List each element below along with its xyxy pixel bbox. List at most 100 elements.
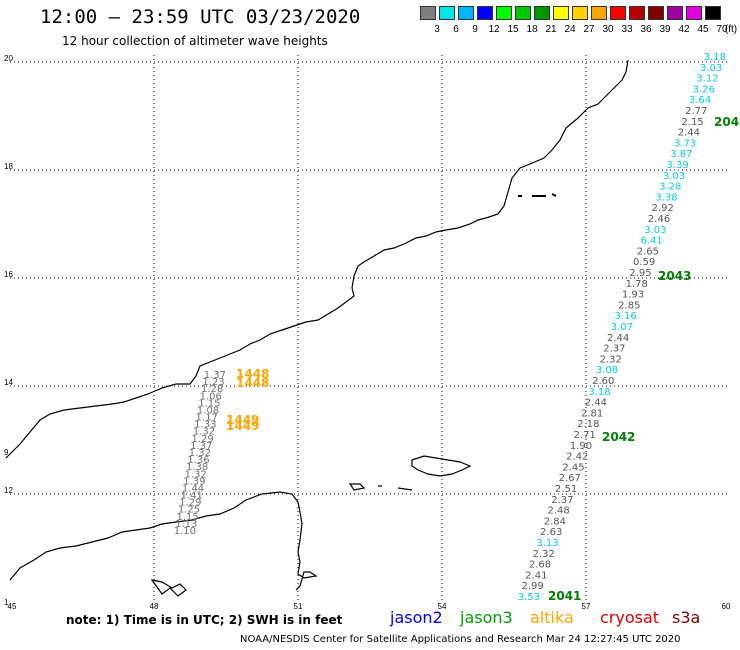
- legend-label: 30: [602, 24, 614, 35]
- swh-label-east: 3.07: [611, 322, 633, 333]
- swh-label-east: 2.32: [533, 549, 555, 560]
- legend-swatch: [534, 6, 550, 20]
- grid-lines: [10, 55, 730, 602]
- swh-label-east: 2.45: [562, 462, 584, 473]
- swh-label-east: 0.59: [633, 257, 655, 268]
- legend-unit: (ft): [724, 24, 738, 35]
- swh-label-east: 1.78: [626, 279, 648, 290]
- legend-swatch: [515, 6, 531, 20]
- legend-swatch: [667, 6, 683, 20]
- swh-label-east: 3.64: [689, 95, 711, 106]
- swh-label-east: 2.95: [629, 268, 651, 279]
- legend-label: 24: [564, 24, 576, 35]
- legend-label: 45: [697, 24, 709, 35]
- swh-label-west: 1.15: [198, 398, 220, 409]
- lon-label: 54: [437, 602, 447, 611]
- legend-label: 6: [453, 24, 459, 35]
- swh-label-east: 3.53: [518, 592, 540, 603]
- legend-label: 27: [583, 24, 595, 35]
- swh-label-west: 1.17: [196, 413, 218, 424]
- swh-label-west: 1.44: [182, 483, 204, 494]
- legend-swatch: [572, 6, 588, 20]
- legend-label: 15: [507, 24, 519, 35]
- swh-label-west: 1.23: [202, 377, 224, 388]
- swh-label-east: 2.92: [652, 203, 674, 214]
- pass-label-east: 2042: [602, 430, 635, 444]
- swh-label-east: 2.65: [637, 246, 659, 257]
- footer-credit: NOAA/NESDIS Center for Satellite Applica…: [240, 634, 681, 645]
- swh-label-east: 3.03: [700, 63, 722, 74]
- swh-label-east: 3.73: [674, 138, 696, 149]
- coastline-south: [9, 491, 318, 591]
- swh-label-west: 1.13: [175, 519, 197, 530]
- swh-label-east: 2.15: [681, 117, 703, 128]
- pass-label-west: 1448: [236, 376, 269, 390]
- swh-label-east: 1.90: [570, 441, 592, 452]
- legend-label: 70: [716, 24, 728, 35]
- legend-label: 21: [545, 24, 557, 35]
- legend-label: 18: [526, 24, 538, 35]
- legend-swatch: [458, 6, 474, 20]
- pass-label-east: 204: [714, 115, 739, 129]
- side-label-1: 1: [4, 598, 9, 607]
- swh-label-east: 3.28: [659, 182, 681, 193]
- swh-label-east: 1.93: [622, 290, 644, 301]
- swh-label-east: 2.68: [529, 560, 551, 571]
- satellite-s3a: s3a: [672, 608, 701, 627]
- swh-label-west: 1.29: [179, 498, 201, 509]
- legend-swatch: [705, 6, 721, 20]
- legend-swatch: [648, 6, 664, 20]
- swh-label-west: 1.32: [185, 469, 207, 480]
- swh-label-east: 2.60: [592, 376, 614, 387]
- legend-label: 33: [621, 24, 633, 35]
- swh-label-east: 2.67: [559, 473, 581, 484]
- swh-label-east: 3.18: [704, 52, 726, 63]
- lat-label: 16: [4, 270, 13, 279]
- swh-label-east: 2.71: [574, 430, 596, 441]
- swh-label-east: 3.13: [536, 538, 558, 549]
- side-label-9: 9: [4, 448, 9, 457]
- pass-label-west: 1449: [226, 419, 259, 433]
- swh-label-east: 2.41: [525, 570, 547, 581]
- swh-label-east: 2.18: [577, 419, 599, 430]
- lat-label: 14: [4, 378, 13, 387]
- legend-swatch: [553, 6, 569, 20]
- satellite-cryosat: cryosat: [600, 608, 660, 627]
- swh-label-west: 1.32: [189, 448, 211, 459]
- legend-label: 3: [434, 24, 440, 35]
- legend-swatch: [420, 6, 436, 20]
- swh-label-east: 3.03: [663, 171, 685, 182]
- swh-label-west: 1.41: [181, 491, 203, 502]
- lon-label: 45: [7, 602, 17, 611]
- swh-label-east: 3.16: [614, 311, 636, 322]
- swh-label-east: 3.12: [696, 74, 718, 85]
- swh-label-west: 1.28: [201, 384, 223, 395]
- swh-label-east: 2.44: [585, 398, 607, 409]
- lon-label: 48: [149, 602, 159, 611]
- swh-label-west: 1.08: [197, 405, 219, 416]
- lon-label: 60: [721, 602, 731, 611]
- swh-label-east: 2.32: [600, 354, 622, 365]
- swh-label-east: 3.87: [670, 149, 692, 160]
- swh-label-west: 1.37: [190, 441, 212, 452]
- swh-label-east: 3.39: [667, 160, 689, 171]
- swh-label-west: 1.06: [200, 391, 222, 402]
- swh-label-west: 1.29: [191, 434, 213, 445]
- legend-swatch: [439, 6, 455, 20]
- coastline-north: [5, 59, 629, 459]
- swh-label-west: 1.36: [187, 455, 209, 466]
- pass-label-west: 1449: [226, 413, 259, 427]
- swh-label-east: 2.44: [607, 333, 629, 344]
- island-small-1: [348, 483, 366, 491]
- swh-label-east: 2.81: [581, 408, 603, 419]
- swh-label-east: 2.84: [544, 516, 566, 527]
- swh-label-west: 1.25: [178, 505, 200, 516]
- island-small-3: [397, 487, 413, 491]
- pass-label-west: 1448: [236, 367, 269, 381]
- swh-label-east: 3.18: [588, 387, 610, 398]
- lat-label: 20: [4, 54, 13, 63]
- legend-swatch: [477, 6, 493, 20]
- island-sw: [150, 579, 187, 597]
